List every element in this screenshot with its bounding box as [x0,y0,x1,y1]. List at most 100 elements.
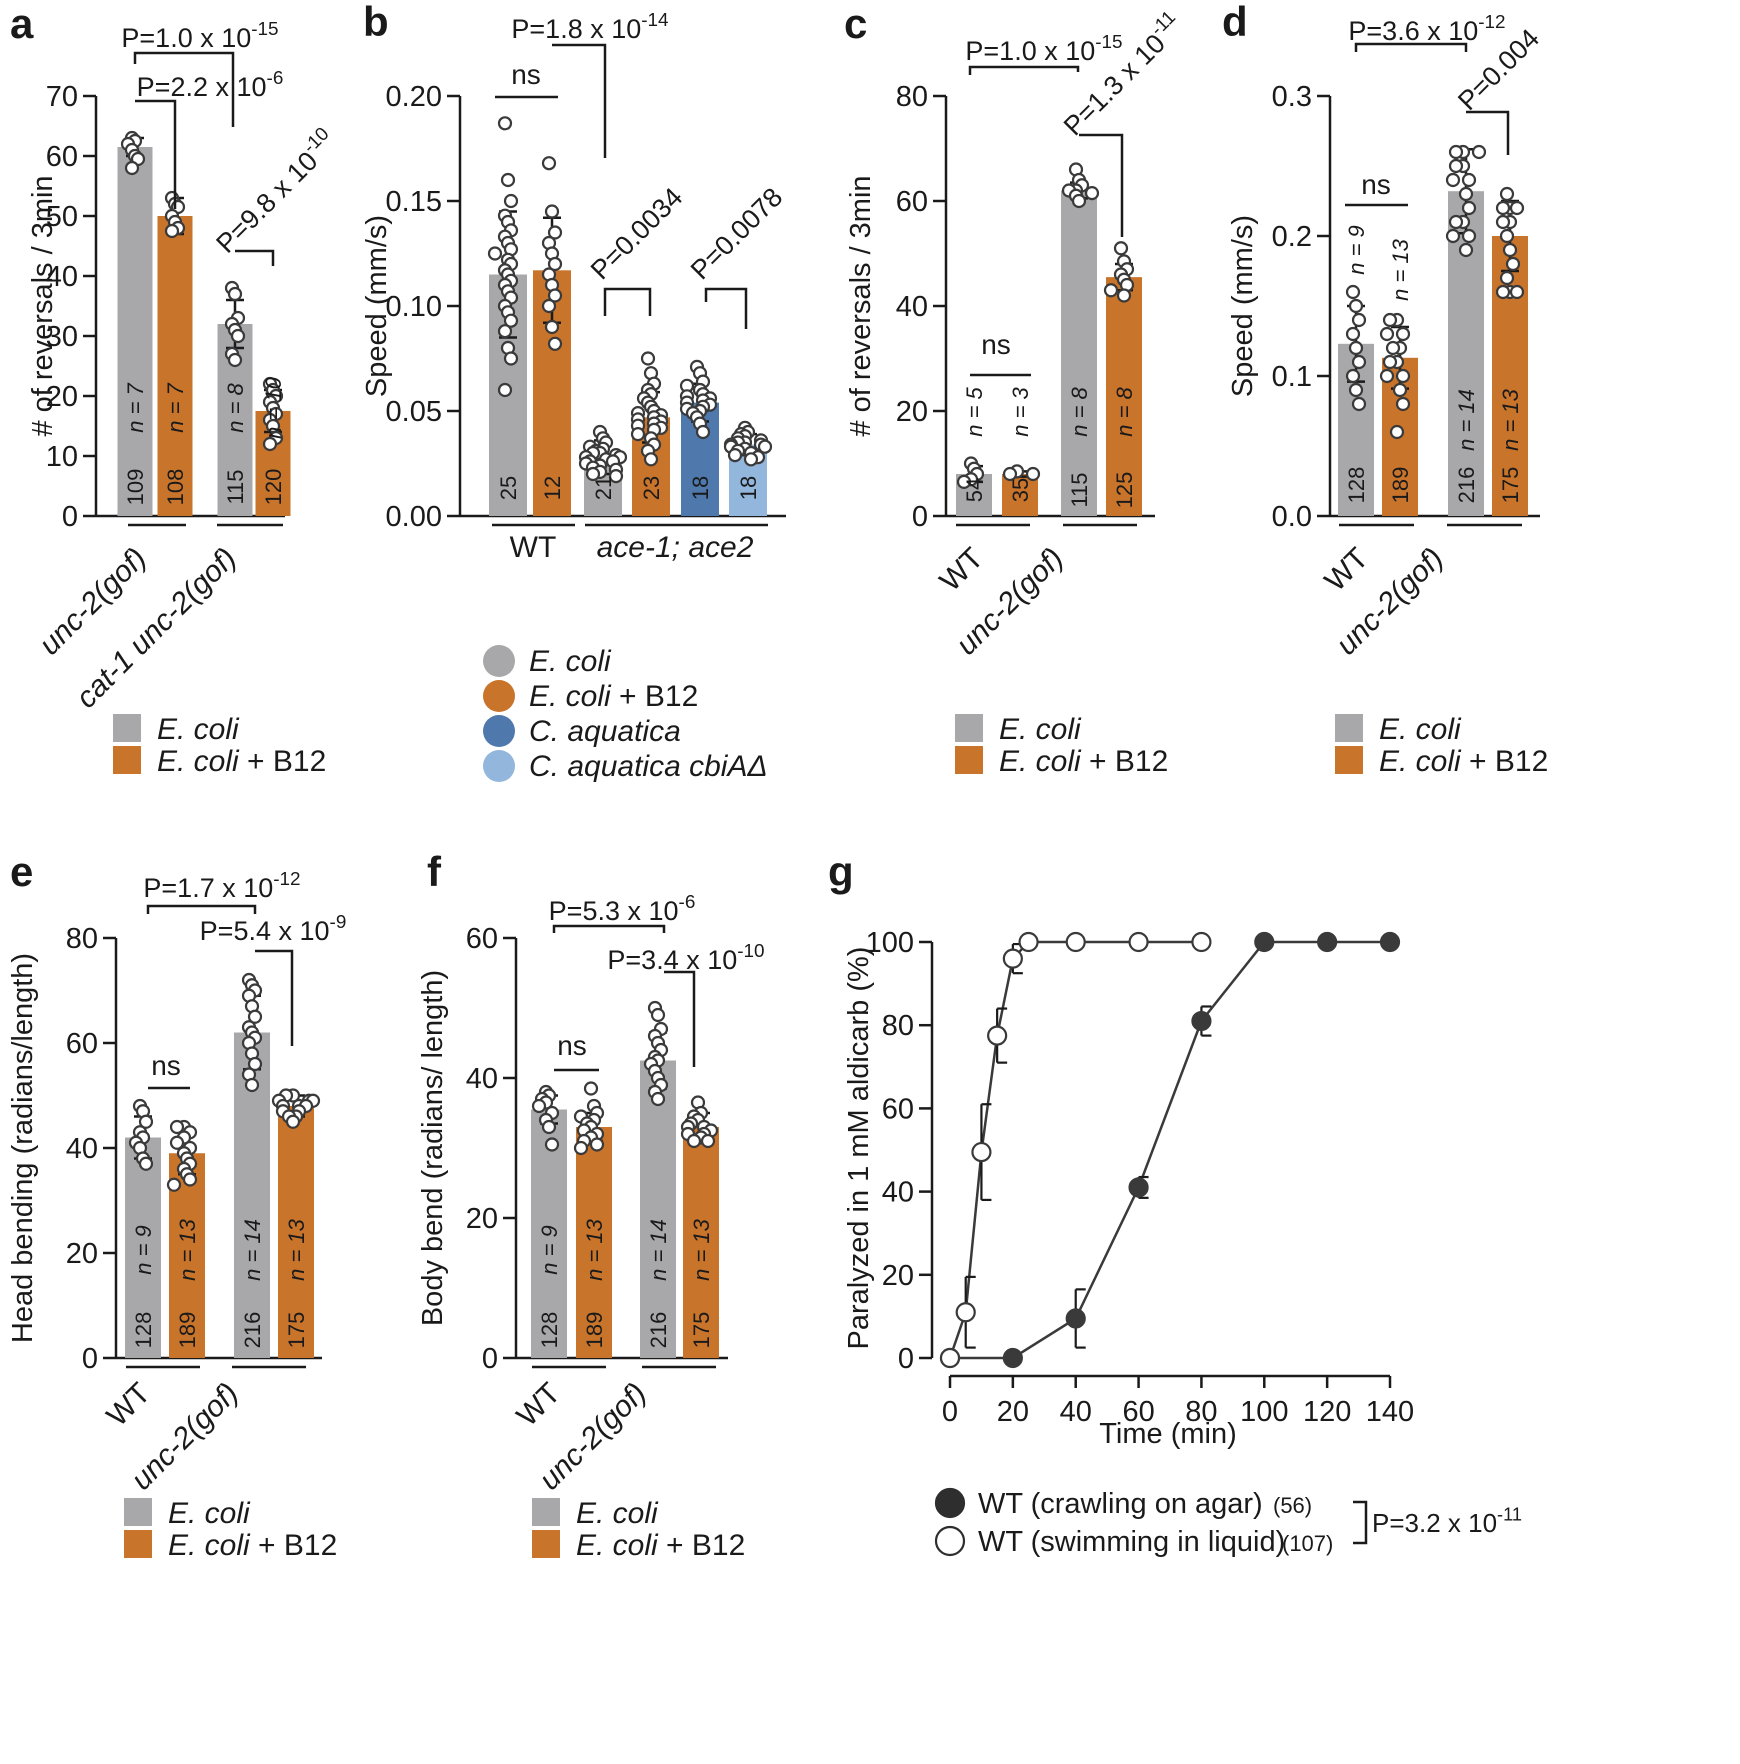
bar-count-label: 216 [646,1312,671,1349]
legend-italic: E. coli [157,713,240,746]
data-point [1461,228,1477,244]
legend-swatch [124,1530,152,1558]
legend-italic: E. coli [529,645,612,678]
data-point [164,223,180,239]
bar-count-label: 108 [163,469,188,506]
data-point [182,1172,198,1187]
legend-italic: E. coli [576,1497,659,1530]
x-tick-label: 40 [1060,1396,1092,1428]
data-point [1448,158,1464,174]
p-value-exponent: -6 [267,68,284,89]
y-tick-label: 0 [62,501,78,533]
legend-italic: E. coli [157,745,240,778]
data-point [1103,283,1119,298]
panel-letter: b [363,0,389,45]
legend-label: E. coli + B12 [999,745,1168,778]
bar-n-label: n = 13 [582,1218,607,1281]
significance-label: ns [151,1050,181,1081]
bar-n-label: n = 13 [689,1218,714,1281]
data-point [1499,186,1515,202]
category-label: WT [1319,542,1375,598]
bar-count-label: 189 [582,1312,607,1349]
p-value-base: P=1.8 x 10 [511,14,641,44]
significance-bracket [664,970,696,1067]
data-point [1002,466,1018,482]
panel-f: f 0 20 40 60 Body bend (radians/ length) 128 n … [417,848,765,1562]
data-point [1025,466,1041,482]
bar-count-label: 18 [688,476,713,500]
data-point [630,427,646,442]
p-value-label: P=1.0 x 10-15 [965,32,1122,66]
category-label: WT [934,542,990,598]
y-axis-label: # of reversals / 3min [845,175,877,436]
legend-label: E. coli [168,1497,251,1530]
data-point [1065,931,1086,953]
bar [576,1127,612,1358]
data-point [1395,368,1411,384]
y-tick-label: 20 [46,381,78,413]
data-point [573,1140,589,1156]
y-tick-label: 0.10 [386,291,442,323]
data-point [541,156,557,171]
p-value-label: P=3.6 x 10-12 [1348,12,1505,46]
y-tick-label: 60 [896,186,928,218]
y-tick-label: 0.0 [1272,501,1312,533]
p-value-base: P=0.0034 [585,182,688,285]
data-point [743,452,759,467]
significance-bracket [235,249,275,266]
bar-n-label: n = 7 [163,382,188,432]
bar [117,147,153,516]
y-tick-label: 0.2 [1272,221,1312,253]
category-label: cat-1 unc-2(gof) [70,542,243,715]
data-point [1461,172,1477,188]
data-point [686,1133,702,1149]
data-point [1392,382,1408,398]
data-point [230,328,246,344]
legend-italic: E. coli [1379,713,1462,746]
data-point [227,352,243,368]
bar-n-label: n = 8 [1067,386,1092,436]
data-point [640,351,656,366]
y-axis-label: Body bend (radians/ length) [417,970,449,1326]
bar-n-label: n = 9 [1344,225,1369,275]
significance-bracket [552,43,607,158]
y-tick-label: 0 [482,1343,498,1375]
x-tick-label: 120 [1303,1396,1351,1428]
data-point [1065,1308,1086,1329]
panel-d: d 0.0 0.1 0.2 0.3 Speed (mm/s) 128 n = 9 189 n = … [1222,0,1548,778]
bar-count-label: 128 [131,1312,156,1349]
bar-n-label: n = 13 [1498,388,1523,451]
p-value-label: P=0.0078 [685,182,788,285]
y-axis-label: Head bending (radians/length) [7,953,39,1343]
bar-n-label: n = 10 [261,376,286,439]
x-axis-label: Time (min) [1099,1418,1236,1450]
data-point [987,1025,1008,1046]
y-axis-label: Speed (mm/s) [1227,215,1259,397]
data-point [1191,931,1212,953]
bar-n-label: n = 5 [962,386,987,436]
legend-plain: + B12 [1461,745,1549,778]
series-swimming [939,931,1212,1369]
data-point [1348,340,1364,356]
y-tick-label: 30 [46,321,78,353]
legend-swatch [1335,714,1363,742]
data-point [1018,931,1039,953]
series-line [950,940,1390,1360]
bar [278,1106,314,1358]
p-value-exponent: -12 [273,869,300,890]
legend-italic: E. coli [999,745,1082,778]
bar-count-label: 54 [962,478,987,502]
data-point [643,452,659,467]
data-point [138,1114,154,1129]
p-value-exponent: -14 [641,10,668,31]
p-value-base: P=0.0078 [685,182,788,285]
bar-count-label: 128 [1344,467,1369,504]
data-point [1351,312,1367,328]
legend-plain: + B12 [250,1529,338,1562]
legend-count: (107) [1282,1531,1333,1556]
panel-c: c 0 20 40 60 80 # of reversals / 3min 54 n = 5 35… [844,0,1180,778]
data-point [1191,1010,1212,1032]
data-point [544,204,560,219]
data-point [262,436,278,452]
